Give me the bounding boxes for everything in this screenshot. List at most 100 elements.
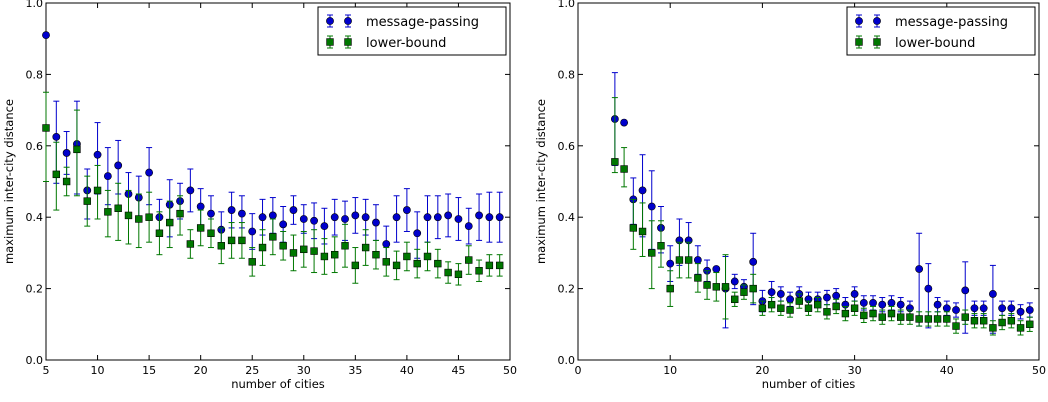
x-tick-label: 20 xyxy=(194,364,208,377)
data-point xyxy=(823,293,831,302)
data-point xyxy=(351,261,360,270)
data-point xyxy=(767,300,776,309)
data-point xyxy=(495,261,504,270)
data-point xyxy=(454,270,463,279)
data-point xyxy=(832,291,841,300)
data-point xyxy=(952,306,960,314)
data-point xyxy=(475,267,483,275)
data-point xyxy=(351,211,360,220)
legend: message-passing lower-bound xyxy=(317,6,507,56)
x-tick-label: 40 xyxy=(400,364,414,377)
data-point xyxy=(648,249,656,257)
data-point xyxy=(196,224,205,232)
data-point xyxy=(989,290,997,298)
x-tick-label: 35 xyxy=(348,364,362,377)
x-tick-label: 0 xyxy=(575,364,582,377)
data-point xyxy=(413,229,422,238)
data-point xyxy=(341,215,349,223)
data-point xyxy=(638,227,647,236)
data-point xyxy=(887,298,896,307)
x-tick-label: 45 xyxy=(451,364,465,377)
data-point xyxy=(823,308,831,316)
data-point xyxy=(666,259,675,268)
legend: message-passing lower-bound xyxy=(846,6,1036,56)
data-point xyxy=(42,124,50,132)
x-tick-label: 15 xyxy=(142,364,156,377)
data-point xyxy=(896,313,905,321)
data-point xyxy=(693,256,702,264)
data-point xyxy=(1007,304,1016,313)
x-tick-label: 5 xyxy=(43,364,50,377)
y-tick-label: 0.2 xyxy=(558,283,576,296)
data-point xyxy=(475,211,483,220)
x-tick-label: 50 xyxy=(1032,364,1046,377)
data-point xyxy=(675,256,684,264)
data-point xyxy=(289,206,298,214)
data-point xyxy=(300,245,308,254)
data-marks xyxy=(610,72,1034,336)
y-tick-label: 0.4 xyxy=(558,211,576,224)
y-axis-label: maximum inter-city distance xyxy=(534,99,548,264)
data-point xyxy=(248,227,257,236)
legend-label: message-passing xyxy=(366,15,479,30)
y-tick-label: 0.0 xyxy=(558,354,576,367)
data-point xyxy=(1026,320,1034,328)
data-point xyxy=(915,315,923,323)
data-point xyxy=(814,300,822,309)
data-point xyxy=(712,283,721,291)
legend-label: lower-bound xyxy=(366,36,446,51)
data-point xyxy=(979,304,988,313)
data-point xyxy=(887,309,896,318)
data-point xyxy=(135,215,143,223)
data-point xyxy=(166,218,174,227)
data-point xyxy=(1007,317,1016,325)
data-point xyxy=(238,209,246,218)
data-point xyxy=(749,257,758,266)
data-point xyxy=(786,306,794,314)
data-point xyxy=(372,218,380,227)
data-point xyxy=(52,170,61,179)
data-marks xyxy=(42,31,504,286)
data-point xyxy=(961,286,970,295)
data-point xyxy=(227,206,236,214)
data-point xyxy=(423,252,432,261)
data-point xyxy=(83,197,91,205)
data-point xyxy=(444,268,452,277)
data-point xyxy=(869,309,877,318)
y-tick-label: 0.6 xyxy=(558,140,576,153)
x-tick-label: 20 xyxy=(755,364,769,377)
data-point xyxy=(320,252,329,261)
data-point xyxy=(703,281,711,289)
data-point xyxy=(924,315,933,323)
data-point xyxy=(444,211,453,220)
legend-marker xyxy=(873,17,881,25)
data-point xyxy=(434,259,442,268)
data-point xyxy=(485,261,494,270)
data-point xyxy=(786,295,794,304)
y-tick-label: 0.8 xyxy=(26,68,44,81)
plot-frame xyxy=(45,2,511,361)
data-point xyxy=(238,236,246,245)
data-point xyxy=(684,256,693,264)
data-point xyxy=(1025,306,1034,314)
series-lower-bound xyxy=(42,91,504,286)
data-point xyxy=(730,277,739,286)
data-point xyxy=(485,213,494,222)
data-point xyxy=(279,242,287,250)
data-point xyxy=(382,258,390,266)
data-point xyxy=(104,208,112,216)
data-point xyxy=(495,213,504,222)
data-point xyxy=(961,313,969,321)
data-point xyxy=(952,322,960,330)
legend-marker xyxy=(344,17,352,25)
data-point xyxy=(906,313,914,321)
data-point xyxy=(915,265,924,273)
data-point xyxy=(970,317,979,325)
data-point xyxy=(758,304,767,312)
x-axis-label: number of cities xyxy=(231,377,325,391)
chart-panel-2: 0 10 20 30 40 50 0.0 0.2 0.4 0.6 0.8 1.0 number of c… xyxy=(534,0,1046,391)
data-point xyxy=(933,300,942,309)
y-tick-label: 1.0 xyxy=(558,0,576,10)
data-point xyxy=(878,313,886,321)
data-point xyxy=(330,213,339,222)
